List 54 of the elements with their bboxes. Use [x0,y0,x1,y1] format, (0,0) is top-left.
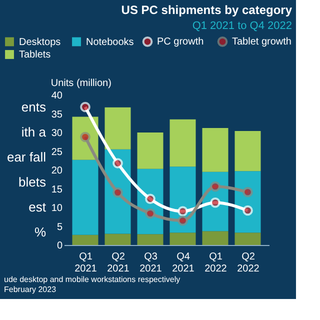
y-tick-label: 40 [51,90,63,102]
point [242,205,253,216]
bar [72,160,98,235]
text: blets [18,174,46,190]
y-tick-label: 20 [51,166,63,176]
text: ude desktop and mobile workstations respectively [4,275,180,284]
bar [72,234,98,245]
point [242,186,253,198]
point [112,187,123,198]
bar [137,132,164,169]
bar [137,234,164,245]
chart-title: US PC shipments by category [121,3,292,17]
legend-label: Tablets [19,50,51,60]
x-tick-label: Q2 2021 [107,252,130,274]
bar [104,234,131,245]
point [80,102,90,112]
x-tick-label: Q2 2022 [237,252,260,274]
text: ith a [21,124,47,140]
y-tick-label: 5 [56,222,63,233]
text: February 2023 [4,285,57,294]
point [145,194,156,204]
y-tick-label: 15 [51,184,63,196]
legend-label: Desktops [19,36,61,48]
point [210,181,220,192]
bar [170,232,196,245]
legend-label: Notebooks [86,36,134,48]
x-tick-label: Q3 2021 [140,252,162,274]
x-tick-label: Q1 2021 [74,252,98,274]
text: % [34,224,46,240]
point [145,208,156,219]
text: est [28,200,46,214]
point [178,206,188,216]
x-tick-label: Q1 2022 [204,252,228,274]
legend-label: Tablet growth [232,36,292,48]
y-tick-label: 25 [51,146,63,158]
bar [170,119,196,167]
bar [104,107,131,150]
bar [234,232,261,245]
point [178,215,188,226]
legend-label: PC growth [157,36,204,48]
bar [234,131,261,172]
text: ear fall [6,150,46,164]
y-tick-label: 30 [51,128,63,139]
text: ents [21,100,46,114]
chart-subtitle: Q1 2021 to Q4 2022 [192,20,292,32]
y-tick-label: 35 [51,109,63,120]
point [210,197,220,208]
y-axis-title: Units (million) [50,78,112,89]
y-tick-label: 10 [51,203,63,214]
y-tick-label: 0 [56,240,63,252]
point [112,158,123,168]
bar [202,128,228,172]
x-tick-label: Q4 2021 [172,252,195,274]
bar [202,231,228,245]
